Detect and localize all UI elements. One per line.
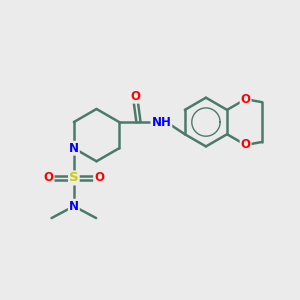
Text: N: N <box>69 142 79 155</box>
Text: O: O <box>130 90 140 103</box>
Text: O: O <box>241 93 250 106</box>
Text: N: N <box>69 200 79 213</box>
Text: S: S <box>69 171 79 184</box>
Text: NH: NH <box>152 116 171 129</box>
Text: O: O <box>241 138 250 152</box>
Text: O: O <box>44 171 54 184</box>
Text: O: O <box>94 171 104 184</box>
